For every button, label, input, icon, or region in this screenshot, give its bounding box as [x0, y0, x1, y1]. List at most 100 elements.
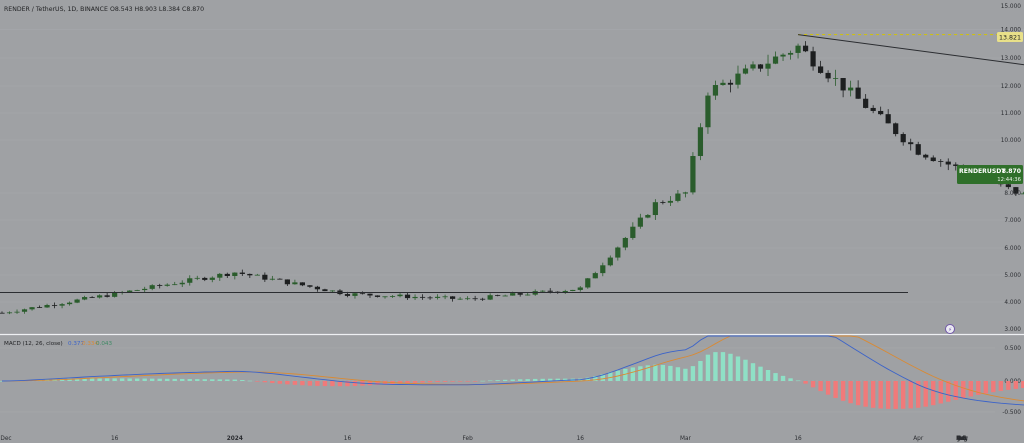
candle-body — [495, 295, 501, 297]
candle — [630, 222, 636, 240]
candle — [247, 273, 253, 278]
candle-body — [795, 45, 801, 53]
macd-histogram-bar — [277, 381, 283, 384]
candle-body — [765, 63, 771, 69]
macd-histogram-bar — [743, 359, 748, 381]
candle-body — [412, 296, 418, 299]
candle-body — [817, 66, 824, 73]
price-axis: 15.000 14.000 13.000 12.000 11.000 10.000 8.00… — [1001, 4, 1022, 333]
candle — [870, 105, 876, 114]
macd-histogram-bar — [885, 381, 891, 409]
last-price: 8.870 — [1002, 168, 1021, 175]
candle — [502, 294, 508, 297]
candle-body — [247, 273, 253, 276]
macd-histogram-bar — [510, 379, 515, 381]
candle-body — [450, 296, 456, 299]
candle-body — [480, 298, 486, 300]
candle-body — [630, 226, 636, 238]
macd-tick-label: -0.500 — [1002, 410, 1021, 416]
candle-body — [472, 298, 478, 300]
macd-histogram-bar — [938, 381, 943, 404]
time-tick-label: Feb — [462, 436, 473, 442]
candle — [750, 61, 756, 71]
candle — [442, 294, 448, 300]
macd-histogram-bar — [225, 379, 230, 381]
candle-body — [14, 311, 20, 313]
time-axis: Dec 16 2024 16 Feb 16 Mar 16 Apr 16May16Jun16Jul1… — [0, 436, 968, 442]
macd-histogram-bar — [330, 381, 335, 387]
candle-body — [592, 273, 598, 279]
macd-histogram-bar — [517, 379, 523, 381]
candle-body — [525, 294, 531, 296]
macd-histogram-bar — [660, 364, 666, 381]
candle — [690, 152, 696, 195]
time-tick-label: 16 — [794, 436, 802, 442]
macd-histogram-bar — [840, 381, 846, 401]
macd-histogram-bar — [119, 378, 125, 381]
macd-histogram-bar — [262, 381, 268, 383]
candle — [187, 275, 193, 286]
time-tick-label: 16 — [111, 436, 119, 442]
candle-body — [615, 247, 621, 258]
candle-body — [344, 294, 351, 296]
candle-body — [510, 293, 516, 296]
candle — [727, 79, 734, 93]
macd-line — [1, 335, 1024, 406]
macd-histogram-bar — [825, 381, 831, 395]
candle-body — [29, 307, 35, 310]
candle — [600, 262, 606, 277]
candle-body — [382, 296, 388, 298]
candle-body — [675, 193, 681, 201]
macd-histogram-bar — [89, 378, 95, 381]
candle — [277, 278, 283, 280]
macd-histogram-bar — [623, 368, 628, 381]
candle-body — [652, 202, 658, 216]
candle-body — [194, 277, 200, 279]
candle-body — [157, 285, 163, 286]
macd-histogram-bar — [375, 381, 380, 385]
time-tick-label: Dec — [956, 436, 967, 442]
candle — [945, 158, 951, 171]
macd-histogram-bar — [968, 381, 973, 397]
candle — [59, 302, 65, 309]
macd-histogram-bar — [810, 381, 816, 388]
candle-body — [1013, 187, 1019, 194]
candle — [923, 153, 929, 160]
macd-histogram-bar — [690, 366, 696, 381]
candle-body — [209, 277, 215, 280]
time-tick-label: Jul — [958, 436, 966, 442]
candle-body — [878, 110, 884, 115]
candle — [472, 295, 478, 301]
candle — [570, 289, 576, 292]
price-tick-label: 3.000 — [1004, 327, 1021, 333]
macd-histogram-bar — [495, 380, 500, 381]
candle — [487, 293, 493, 301]
symbol-badge: RENDERUSDT — [959, 168, 1006, 175]
macd-value: 0.377 — [68, 341, 84, 347]
candle — [562, 289, 568, 294]
candle-body — [97, 295, 103, 298]
macd-histogram-bar — [195, 379, 200, 381]
candle-body — [750, 64, 756, 69]
macd-pane: 0.500 0.000 -0.500 — [0, 335, 1024, 416]
candle — [6, 311, 13, 315]
candle — [322, 288, 328, 292]
candle — [457, 296, 463, 300]
candle — [465, 296, 471, 301]
macd-histogram-bar — [855, 381, 861, 406]
candle-body — [1005, 184, 1011, 188]
candle — [705, 92, 711, 134]
candle-body — [82, 297, 88, 300]
candle-body — [0, 312, 5, 314]
candle — [802, 41, 809, 53]
time-tick-label: 16 — [958, 436, 966, 442]
candle — [930, 155, 936, 162]
grid — [0, 29, 1024, 303]
candle-body — [66, 302, 73, 305]
candle — [607, 255, 613, 267]
candle-body — [622, 237, 628, 248]
alert-icon[interactable]: ⚡ — [945, 324, 955, 334]
candle — [953, 162, 959, 171]
candle — [51, 302, 58, 309]
